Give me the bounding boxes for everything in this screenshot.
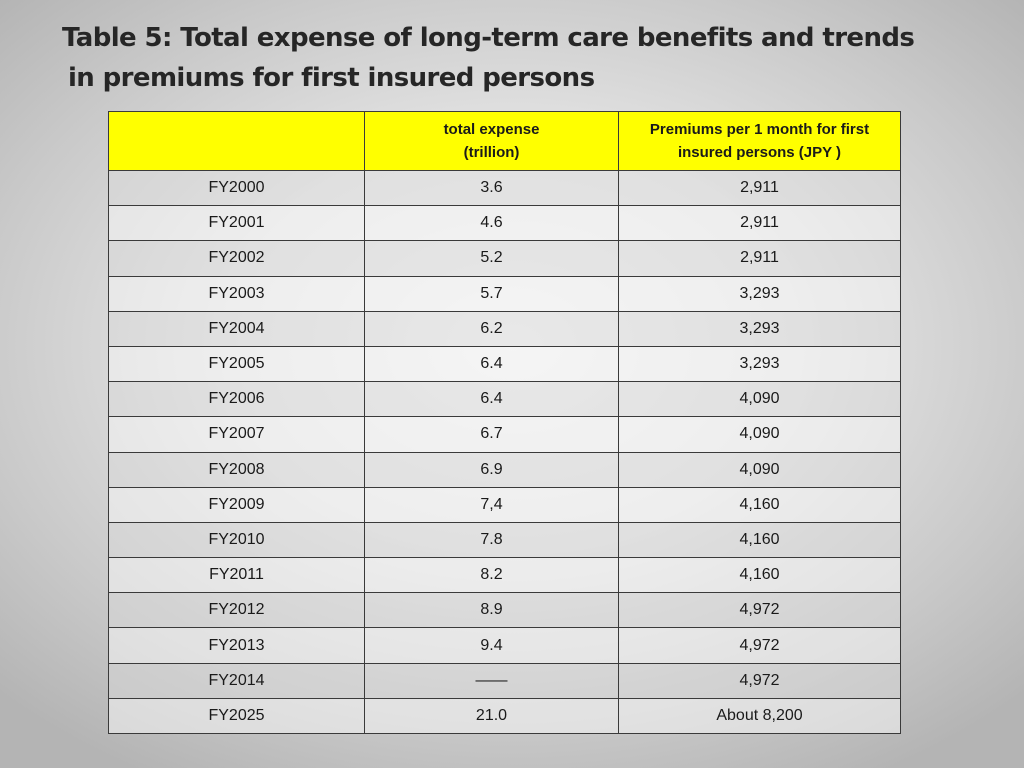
year-cell: FY2008	[108, 451, 365, 488]
expense-cell: 7,4	[364, 486, 619, 523]
premium-cell: 4,090	[618, 381, 901, 418]
expense-cell: 6.4	[364, 381, 619, 418]
premium-cell: 4,972	[618, 592, 901, 629]
year-cell: FY2013	[108, 627, 365, 664]
year-cell: FY2014	[108, 662, 365, 699]
table-row: FY2008 6.9 4,090	[108, 451, 901, 488]
expense-premium-table: total expense (trillion) Premiums per 1 …	[108, 111, 901, 735]
expense-cell: 5.2	[364, 240, 619, 277]
table-row: FY2013 9.4 4,972	[108, 627, 901, 664]
page-title: Table 5: Total expense of long-term care…	[62, 18, 962, 98]
header-premiums: Premiums per 1 month for first insured p…	[618, 111, 901, 171]
table-row: FY2004 6.2 3,293	[108, 310, 901, 347]
expense-cell: 6.2	[364, 310, 619, 347]
header-premiums-line-1: Premiums per 1 month for first	[649, 121, 870, 138]
expense-cell: 7.8	[364, 521, 619, 559]
header-total-expense-line-1: total expense	[443, 121, 540, 138]
year-cell: FY2003	[108, 275, 365, 312]
expense-cell: 6.7	[364, 416, 619, 453]
table-row: FY2007 6.7 4,090	[108, 416, 901, 453]
header-total-expense-line-2: (trillion)	[463, 144, 520, 161]
year-cell: FY2010	[108, 521, 365, 559]
table-row: FY2010 7.8 4,160	[108, 521, 901, 559]
year-cell: FY2025	[108, 697, 365, 735]
table-row: FY2011 8.2 4,160	[108, 557, 901, 594]
expense-cell: 6.4	[364, 345, 619, 383]
year-cell: FY2005	[108, 345, 365, 383]
expense-cell: 8.9	[364, 592, 619, 629]
premium-cell: 4,090	[618, 416, 901, 453]
premium-cell: 4,972	[618, 662, 901, 699]
header-year	[108, 111, 365, 171]
expense-cell: ——	[364, 662, 619, 699]
premium-cell: About 8,200	[618, 697, 901, 735]
header-total-expense: total expense (trillion)	[364, 111, 619, 171]
premium-cell: 4,090	[618, 451, 901, 488]
premium-cell: 2,911	[618, 169, 901, 207]
premium-cell: 4,972	[618, 627, 901, 664]
year-cell: FY2012	[108, 592, 365, 629]
year-cell: FY2002	[108, 240, 365, 277]
header-row: total expense (trillion) Premiums per 1 …	[108, 111, 901, 171]
premium-cell: 2,911	[618, 205, 901, 242]
table-row: FY2005 6.4 3,293	[108, 345, 901, 383]
table-row: FY2012 8.9 4,972	[108, 592, 901, 629]
table-row: FY2014 —— 4,972	[108, 662, 901, 699]
year-cell: FY2004	[108, 310, 365, 347]
year-cell: FY2007	[108, 416, 365, 453]
table-body: FY2000 3.6 2,911 FY2001 4.6 2,911 FY2002…	[108, 169, 901, 735]
year-cell: FY2001	[108, 205, 365, 242]
expense-cell: 21.0	[364, 697, 619, 735]
table-row: FY2025 21.0 About 8,200	[108, 697, 901, 735]
table-row: FY2009 7,4 4,160	[108, 486, 901, 523]
table-row: FY2006 6.4 4,090	[108, 381, 901, 418]
expense-cell: 6.9	[364, 451, 619, 488]
table-row: FY2003 5.7 3,293	[108, 275, 901, 312]
year-cell: FY2000	[108, 169, 365, 207]
premium-cell: 3,293	[618, 275, 901, 312]
page-title-line-1: Table 5: Total expense of long-term care…	[62, 23, 915, 53]
year-cell: FY2011	[108, 557, 365, 594]
table-header: total expense (trillion) Premiums per 1 …	[108, 111, 901, 171]
header-premiums-line-2: insured persons (JPY )	[677, 144, 842, 161]
premium-cell: 2,911	[618, 240, 901, 277]
premium-cell: 3,293	[618, 310, 901, 347]
premium-cell: 4,160	[618, 557, 901, 594]
expense-cell: 9.4	[364, 627, 619, 664]
expense-cell: 4.6	[364, 205, 619, 242]
table-row: FY2001 4.6 2,911	[108, 205, 901, 242]
expense-cell: 8.2	[364, 557, 619, 594]
year-cell: FY2006	[108, 381, 365, 418]
page-title-line-2: in premiums for first insured persons	[68, 63, 595, 93]
year-cell: FY2009	[108, 486, 365, 523]
table-row: FY2002 5.2 2,911	[108, 240, 901, 277]
premium-cell: 4,160	[618, 521, 901, 559]
premium-cell: 4,160	[618, 486, 901, 523]
table-row: FY2000 3.6 2,911	[108, 169, 901, 207]
expense-cell: 3.6	[364, 169, 619, 207]
expense-cell: 5.7	[364, 275, 619, 312]
premium-cell: 3,293	[618, 345, 901, 383]
